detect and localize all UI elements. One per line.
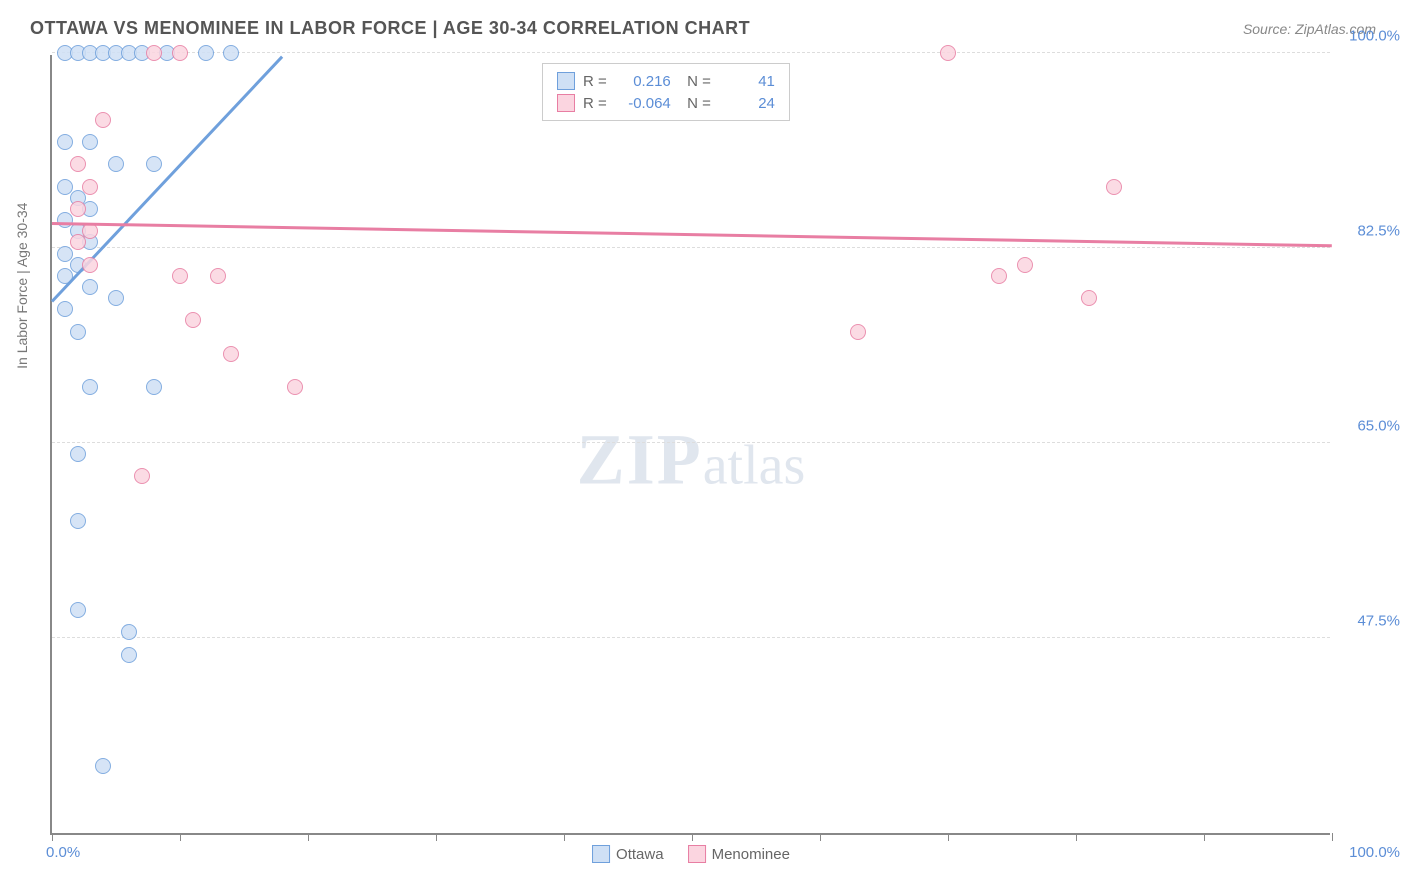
x-tick-label: 100.0% bbox=[1349, 844, 1400, 861]
data-point bbox=[95, 112, 111, 128]
data-point bbox=[172, 268, 188, 284]
legend-label: Menominee bbox=[712, 846, 790, 863]
chart-title: OTTAWA VS MENOMINEE IN LABOR FORCE | AGE… bbox=[30, 18, 750, 39]
data-point bbox=[121, 647, 137, 663]
legend-swatch bbox=[557, 94, 575, 112]
data-point bbox=[108, 290, 124, 306]
data-point bbox=[82, 134, 98, 150]
data-point bbox=[82, 257, 98, 273]
data-point bbox=[172, 45, 188, 61]
x-tick bbox=[820, 833, 821, 841]
legend-row: R = -0.064 N = 24 bbox=[557, 92, 775, 114]
legend-r-label: R = bbox=[583, 73, 607, 90]
x-tick bbox=[564, 833, 565, 841]
legend-n-label: N = bbox=[679, 73, 711, 90]
x-tick bbox=[436, 833, 437, 841]
data-point bbox=[82, 279, 98, 295]
x-tick bbox=[1076, 833, 1077, 841]
trend-line bbox=[52, 222, 1332, 247]
legend-r-value: -0.064 bbox=[615, 95, 671, 112]
data-point bbox=[57, 301, 73, 317]
gridline bbox=[52, 442, 1330, 443]
y-tick-label: 47.5% bbox=[1357, 613, 1400, 630]
gridline bbox=[52, 52, 1330, 53]
watermark: ZIPatlas bbox=[577, 418, 806, 501]
x-tick bbox=[1332, 833, 1333, 841]
data-point bbox=[146, 379, 162, 395]
y-tick-label: 82.5% bbox=[1357, 223, 1400, 240]
data-point bbox=[1017, 257, 1033, 273]
data-point bbox=[991, 268, 1007, 284]
data-point bbox=[146, 45, 162, 61]
x-tick-label: 0.0% bbox=[46, 844, 80, 861]
data-point bbox=[850, 324, 866, 340]
legend-n-value: 24 bbox=[719, 95, 775, 112]
y-tick-label: 100.0% bbox=[1349, 28, 1400, 45]
y-tick-label: 65.0% bbox=[1357, 418, 1400, 435]
data-point bbox=[70, 234, 86, 250]
data-point bbox=[70, 156, 86, 172]
legend-item: Ottawa bbox=[592, 845, 664, 863]
data-point bbox=[82, 179, 98, 195]
chart-header: OTTAWA VS MENOMINEE IN LABOR FORCE | AGE… bbox=[0, 0, 1406, 49]
data-point bbox=[108, 156, 124, 172]
data-point bbox=[146, 156, 162, 172]
data-point bbox=[287, 379, 303, 395]
data-point bbox=[57, 134, 73, 150]
legend-row: R = 0.216 N = 41 bbox=[557, 70, 775, 92]
data-point bbox=[70, 446, 86, 462]
x-tick bbox=[180, 833, 181, 841]
x-tick bbox=[692, 833, 693, 841]
legend-swatch bbox=[592, 845, 610, 863]
legend-label: Ottawa bbox=[616, 846, 664, 863]
data-point bbox=[134, 468, 150, 484]
legend-n-value: 41 bbox=[719, 73, 775, 90]
legend-item: Menominee bbox=[688, 845, 790, 863]
x-tick bbox=[52, 833, 53, 841]
data-point bbox=[70, 324, 86, 340]
data-point bbox=[940, 45, 956, 61]
legend-swatch bbox=[688, 845, 706, 863]
legend-r-value: 0.216 bbox=[615, 73, 671, 90]
x-tick bbox=[1204, 833, 1205, 841]
gridline bbox=[52, 247, 1330, 248]
data-point bbox=[223, 45, 239, 61]
data-point bbox=[1106, 179, 1122, 195]
data-point bbox=[210, 268, 226, 284]
gridline bbox=[52, 637, 1330, 638]
data-point bbox=[95, 758, 111, 774]
data-point bbox=[121, 624, 137, 640]
series-legend: Ottawa Menominee bbox=[592, 845, 790, 863]
correlation-legend: R = 0.216 N = 41 R = -0.064 N = 24 bbox=[542, 63, 790, 121]
legend-swatch bbox=[557, 72, 575, 90]
data-point bbox=[70, 602, 86, 618]
data-point bbox=[70, 201, 86, 217]
data-point bbox=[185, 312, 201, 328]
y-axis-label: In Labor Force | Age 30-34 bbox=[14, 203, 30, 369]
legend-r-label: R = bbox=[583, 95, 607, 112]
legend-n-label: N = bbox=[679, 95, 711, 112]
data-point bbox=[198, 45, 214, 61]
x-tick bbox=[308, 833, 309, 841]
data-point bbox=[1081, 290, 1097, 306]
data-point bbox=[82, 379, 98, 395]
x-tick bbox=[948, 833, 949, 841]
data-point bbox=[70, 513, 86, 529]
data-point bbox=[223, 346, 239, 362]
chart-plot-area: ZIPatlas In Labor Force | Age 30-34 R =0… bbox=[50, 55, 1330, 835]
